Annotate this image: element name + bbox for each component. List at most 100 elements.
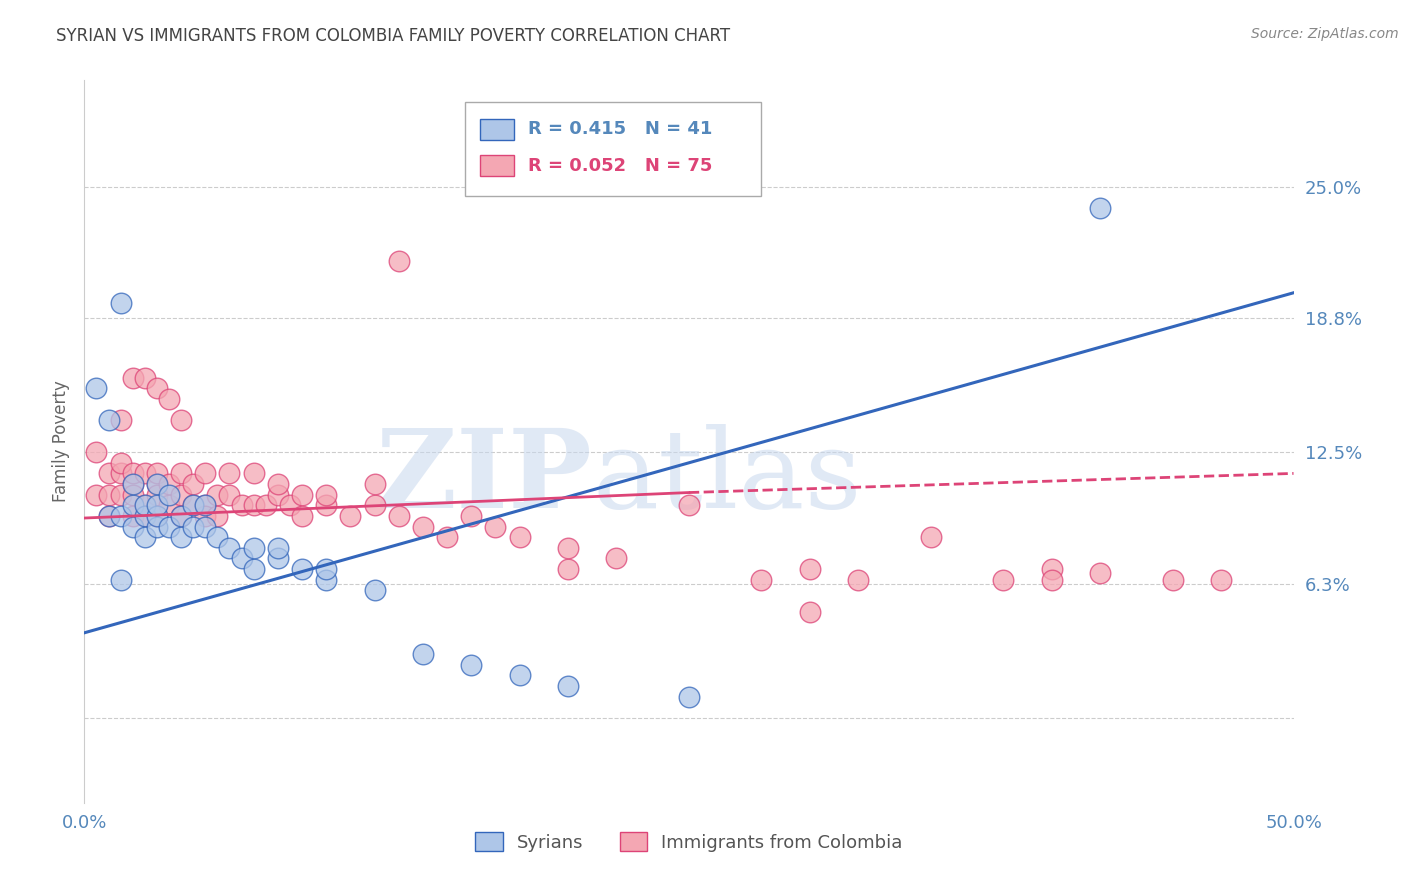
Point (291, 488, 314, 502)
Point (157, 498, 180, 512)
Legend: Syrians, Immigrants from Colombia: Syrians, Immigrants from Colombia (468, 825, 910, 859)
Point (218, 488, 240, 502)
Text: ZIP: ZIP (375, 425, 592, 531)
Point (97, 508, 120, 523)
Point (278, 498, 301, 512)
Point (557, 541, 579, 555)
Point (121, 488, 143, 502)
Point (315, 498, 337, 512)
Point (134, 498, 156, 512)
Point (363, 477, 385, 491)
Point (799, 605, 821, 619)
Point (121, 371, 143, 385)
Point (242, 467, 264, 481)
Text: Source: ZipAtlas.com: Source: ZipAtlas.com (1251, 27, 1399, 41)
Point (412, 519, 434, 533)
Point (267, 551, 290, 566)
Point (146, 477, 169, 491)
Point (146, 498, 169, 512)
Point (97, 467, 120, 481)
Point (254, 498, 277, 512)
Point (436, 530, 458, 544)
Point (134, 530, 156, 544)
Text: R = 0.052   N = 75: R = 0.052 N = 75 (529, 156, 713, 175)
Point (134, 467, 156, 481)
Point (291, 562, 314, 576)
Point (157, 519, 180, 533)
Point (134, 508, 156, 523)
Point (1040, 562, 1063, 576)
Point (1088, 566, 1111, 581)
Point (146, 508, 169, 523)
Point (121, 519, 143, 533)
Point (207, 530, 229, 544)
Point (194, 498, 217, 512)
Point (509, 668, 531, 682)
Point (1088, 201, 1111, 215)
Point (846, 573, 869, 587)
Bar (479, 120, 513, 139)
Point (86, 381, 108, 395)
Point (110, 508, 132, 523)
Point (86, 445, 108, 459)
Point (242, 562, 264, 576)
Point (181, 519, 204, 533)
Point (97, 508, 120, 523)
Point (170, 488, 193, 502)
Text: R = 0.415   N = 41: R = 0.415 N = 41 (529, 120, 713, 138)
Point (170, 508, 193, 523)
Point (509, 530, 531, 544)
Point (134, 508, 156, 523)
Point (97, 413, 120, 427)
Point (315, 488, 337, 502)
FancyBboxPatch shape (465, 102, 762, 196)
Point (157, 392, 180, 406)
Point (194, 519, 217, 533)
Point (484, 519, 506, 533)
Point (388, 253, 411, 268)
Point (110, 296, 132, 310)
Point (557, 679, 579, 693)
Point (134, 371, 156, 385)
Point (170, 508, 193, 523)
Point (242, 541, 264, 555)
Point (146, 477, 169, 491)
Point (751, 573, 773, 587)
Point (121, 467, 143, 481)
Point (267, 541, 290, 555)
Point (1040, 573, 1063, 587)
Point (121, 498, 143, 512)
Point (1209, 573, 1232, 587)
Point (146, 467, 169, 481)
Point (1161, 573, 1184, 587)
Point (181, 498, 204, 512)
Point (86, 488, 108, 502)
Point (218, 467, 240, 481)
Point (146, 508, 169, 523)
Point (110, 413, 132, 427)
Point (97, 488, 120, 502)
Point (557, 562, 579, 576)
Point (605, 551, 627, 566)
Point (207, 508, 229, 523)
Y-axis label: Family Poverty: Family Poverty (52, 381, 70, 502)
Point (157, 488, 180, 502)
Point (799, 562, 821, 576)
Point (110, 467, 132, 481)
Point (170, 467, 193, 481)
Point (134, 498, 156, 512)
Point (315, 573, 337, 587)
Point (460, 657, 482, 672)
Point (157, 477, 180, 491)
Point (678, 498, 700, 512)
Point (242, 498, 264, 512)
Point (363, 498, 385, 512)
Point (181, 477, 204, 491)
Point (194, 467, 217, 481)
Point (231, 551, 253, 566)
Point (146, 519, 169, 533)
Point (315, 562, 337, 576)
Point (412, 647, 434, 661)
Point (218, 541, 240, 555)
Text: atlas: atlas (592, 425, 862, 531)
